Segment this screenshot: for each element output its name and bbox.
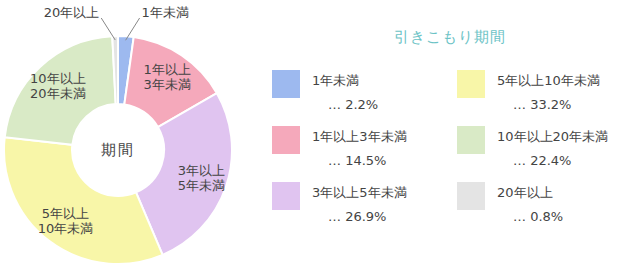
legend-item: 3年以上5年未満 … 26.9%	[272, 182, 407, 224]
legend-label: 1年以上3年未満	[312, 129, 407, 144]
legend-item: 5年以上10年未満 … 33.2%	[457, 70, 600, 112]
slice-label: 5年以上	[42, 206, 89, 221]
slice-label: 3年未満	[144, 77, 191, 92]
slice	[4, 137, 163, 264]
leader-line	[101, 18, 115, 40]
legend-value: … 26.9%	[328, 209, 386, 224]
legend-swatch	[457, 70, 485, 98]
legend-value: … 0.8%	[513, 209, 563, 224]
legend-value: … 14.5%	[328, 153, 386, 168]
slice	[112, 36, 118, 104]
legend-swatch	[272, 126, 300, 154]
legend-label: 1年未満	[312, 73, 359, 88]
slice-label: 20年未満	[30, 86, 86, 101]
legend-swatch	[272, 182, 300, 210]
slice-label: 1年未満	[142, 5, 189, 20]
slice-label: 10年未満	[38, 221, 94, 236]
legend-label: 3年以上5年未満	[312, 185, 407, 200]
legend-swatch	[272, 70, 300, 98]
slice-label-group: 1年未満	[142, 5, 189, 20]
slice-label: 10年以上	[30, 71, 86, 86]
slice-label-group: 5年以上10年未満	[38, 206, 94, 236]
legend-swatch	[457, 182, 485, 210]
donut: 期間 1年未満 1年以上3年未満 3年以上5年未満 5年以上10年未満 10年以上20年未…	[4, 5, 232, 264]
legend: 引きこもり期間 1年未満 … 2.2% 1年以上3年未満 … 14.5% 3年以上5年未満…	[272, 28, 608, 224]
legend-item: 1年以上3年未満 … 14.5%	[272, 126, 407, 168]
leader-line	[126, 18, 140, 40]
center-label: 期間	[101, 141, 135, 159]
legend-value: … 22.4%	[513, 153, 571, 168]
slice-label: 1年以上	[144, 62, 191, 77]
legend-title: 引きこもり期間	[394, 28, 506, 46]
legend-item: 10年以上20年未満 … 22.4%	[457, 126, 608, 168]
slice-label-group: 1年以上3年未満	[144, 62, 191, 92]
slice-label: 3年以上	[178, 163, 225, 178]
slice-label-group: 10年以上20年未満	[30, 71, 86, 101]
legend-label: 5年以上10年未満	[497, 73, 600, 88]
slice-label-group: 3年以上5年未満	[178, 163, 225, 193]
slice-label: 5年未満	[178, 178, 225, 193]
slice-label-group: 20年以上	[44, 5, 100, 20]
legend-label: 20年以上	[497, 185, 553, 200]
slice	[5, 36, 116, 145]
slice-label: 20年以上	[44, 5, 100, 20]
legend-label: 10年以上20年未満	[497, 129, 608, 144]
legend-value: … 2.2%	[328, 97, 378, 112]
legend-item: 1年未満 … 2.2%	[272, 70, 378, 112]
legend-swatch	[457, 126, 485, 154]
legend-value: … 33.2%	[513, 97, 571, 112]
chart: 期間 1年未満 1年以上3年未満 3年以上5年未満 5年以上10年未満 10年以上20年未…	[0, 0, 640, 265]
legend-item: 20年以上 … 0.8%	[457, 182, 563, 224]
